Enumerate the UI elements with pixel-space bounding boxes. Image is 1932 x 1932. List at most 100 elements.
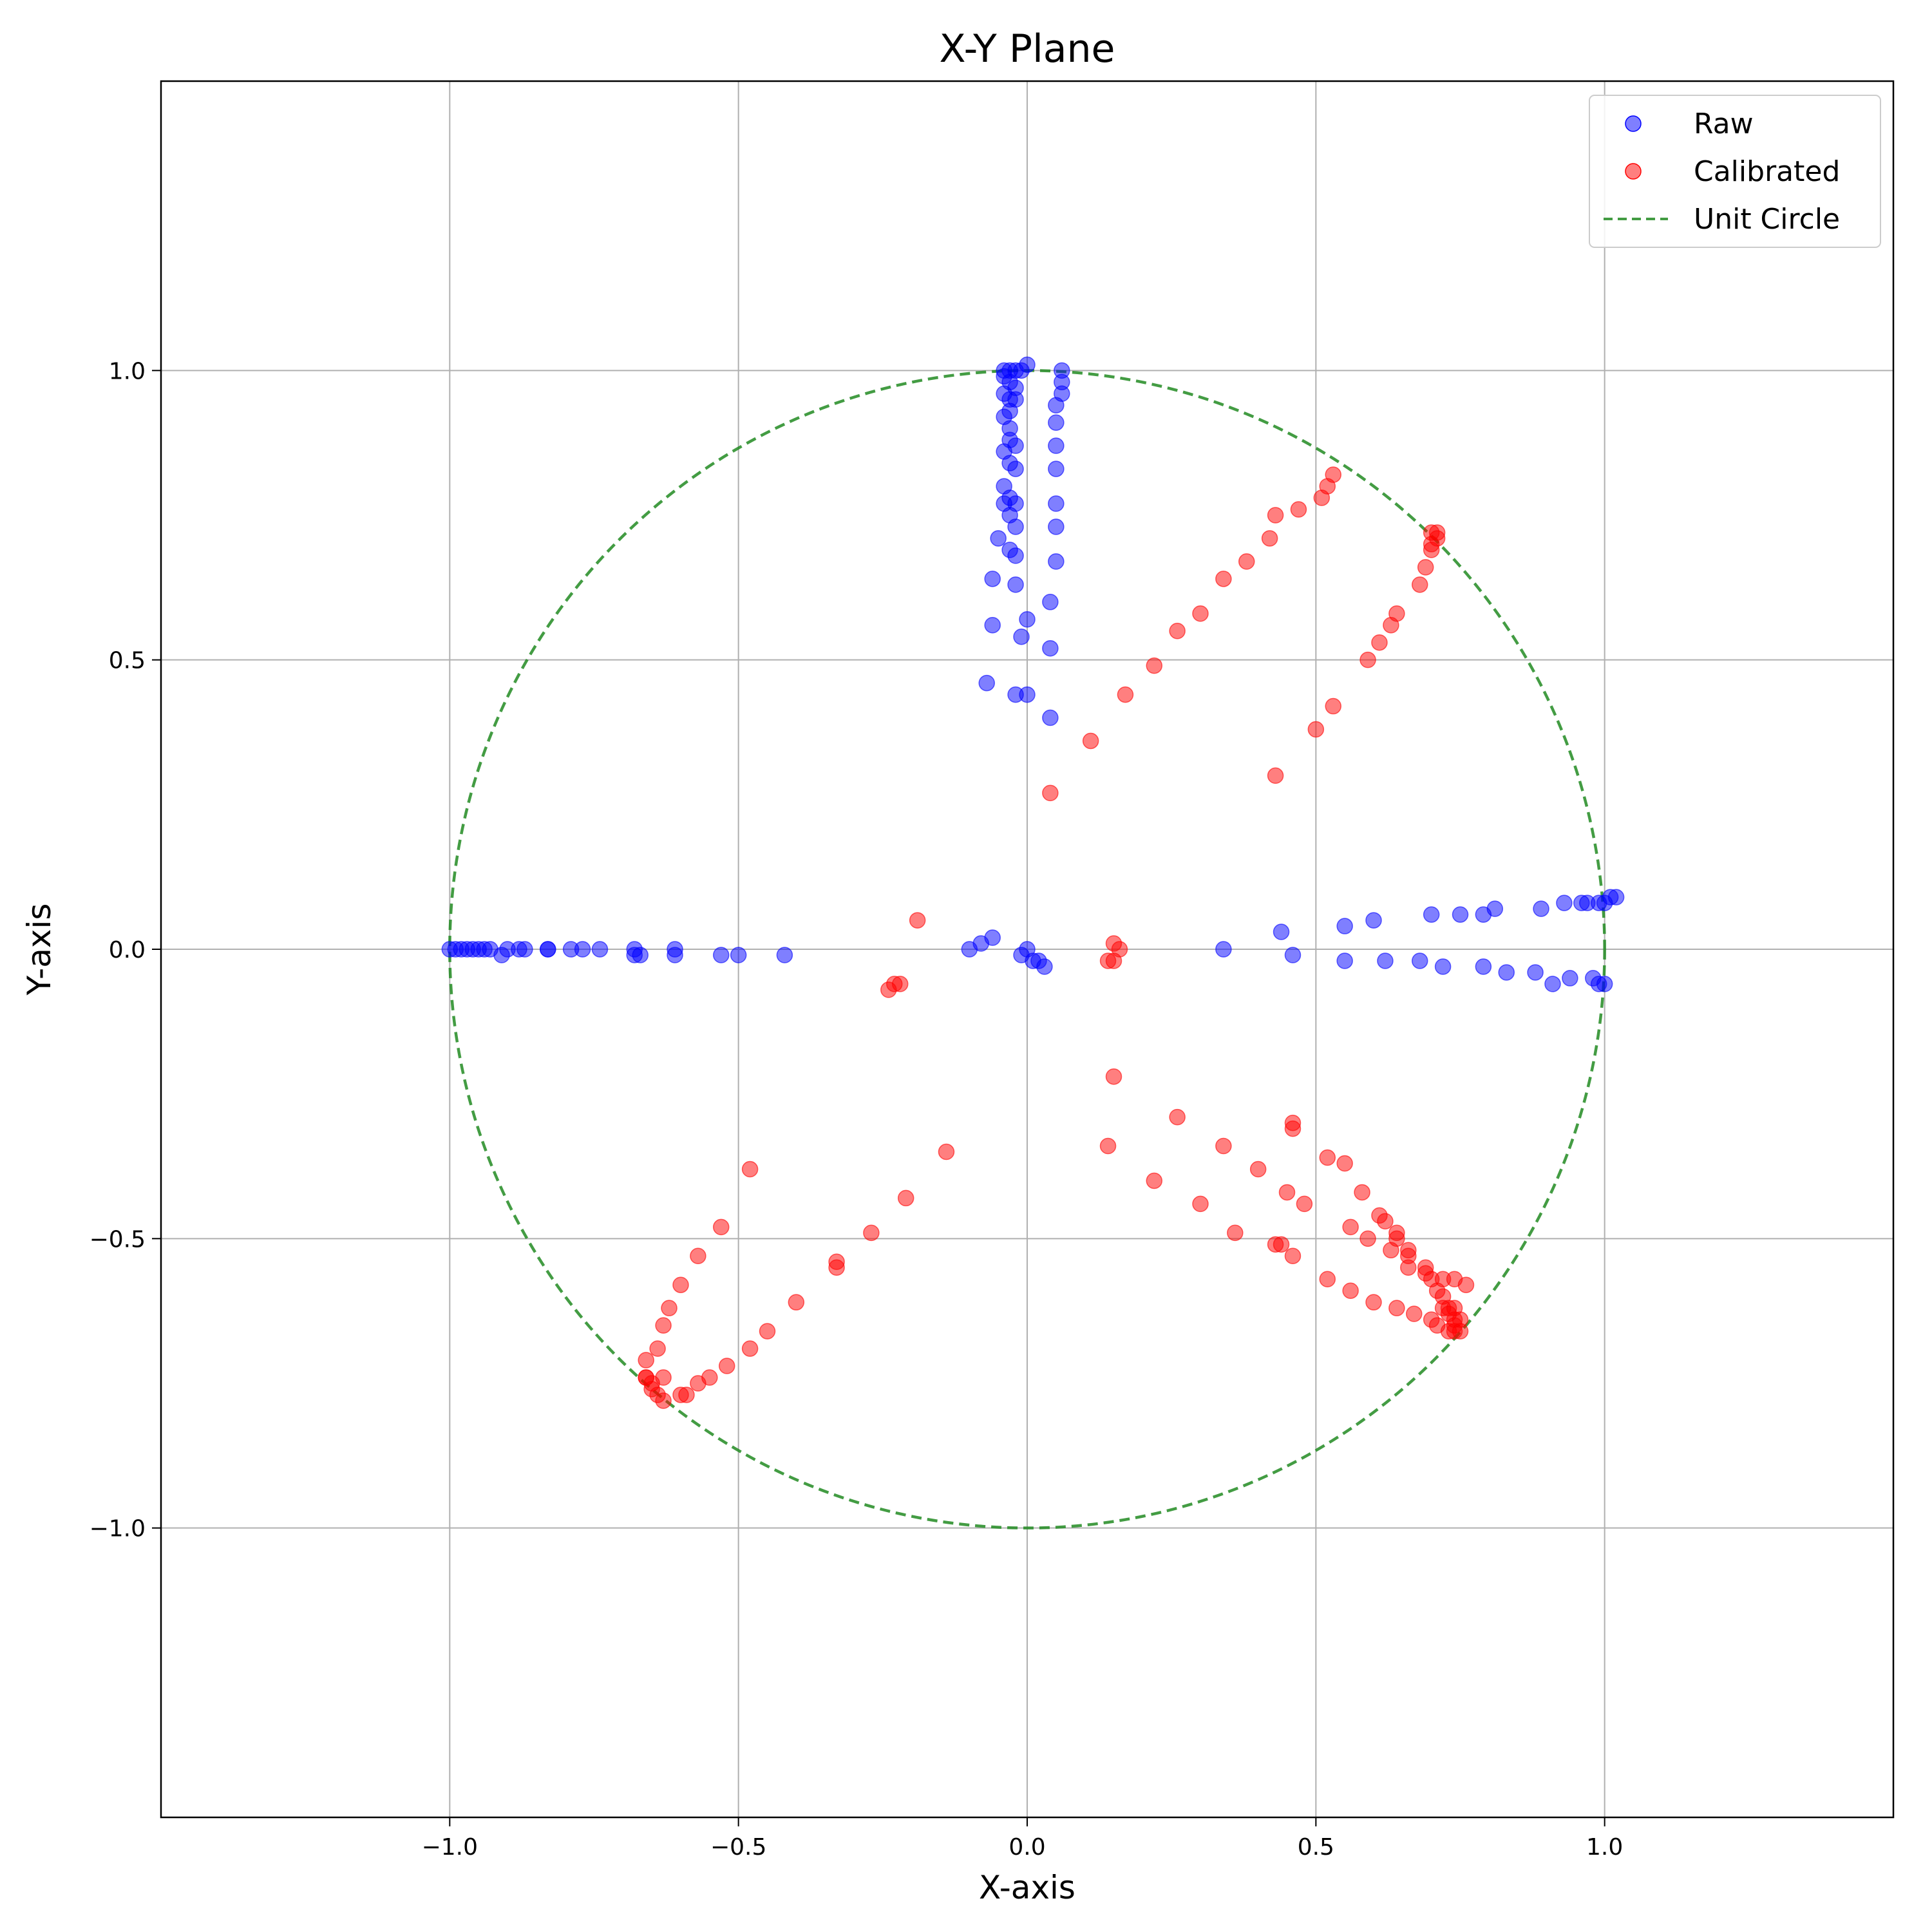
raw-point xyxy=(1007,518,1024,535)
raw-point xyxy=(776,947,793,963)
legend-raw-label: Raw xyxy=(1694,108,1754,140)
calibrated-point xyxy=(1238,553,1255,570)
calibrated-point xyxy=(713,1218,730,1236)
calibrated-point xyxy=(1377,1213,1394,1230)
calibrated-point xyxy=(1273,1236,1290,1253)
calibrated-point xyxy=(1215,1137,1232,1155)
calibrated-point xyxy=(655,1369,672,1386)
calibrated-point xyxy=(1105,1068,1122,1085)
calibrated-point xyxy=(1146,657,1163,674)
calibrated-point xyxy=(672,1387,689,1403)
raw-point xyxy=(1019,611,1036,628)
calibrated-point xyxy=(1249,1160,1267,1178)
calibrated-point xyxy=(1406,1305,1423,1322)
calibrated-point xyxy=(1342,1282,1359,1299)
x-tick-label: −1.0 xyxy=(422,1834,478,1861)
calibrated-point xyxy=(1359,1230,1376,1247)
calibrated-point xyxy=(655,1317,672,1334)
calibrated-point xyxy=(690,1375,706,1392)
y-tick-label: −1.0 xyxy=(90,1516,146,1542)
raw-point xyxy=(1475,958,1492,975)
raw-point xyxy=(1042,639,1059,657)
calibrated-point xyxy=(1111,941,1128,958)
calibrated-point xyxy=(788,1294,805,1311)
raw-point xyxy=(1042,594,1059,611)
raw-point xyxy=(1048,553,1065,570)
raw-point xyxy=(984,571,1001,587)
raw-point xyxy=(1607,889,1625,905)
calibrated-point xyxy=(1307,721,1325,738)
calibrated-point xyxy=(1290,501,1307,518)
legend-raw-marker xyxy=(1625,115,1642,132)
calibrated-point xyxy=(1169,1108,1186,1126)
calibrated-point xyxy=(1388,605,1405,622)
calibrated-point xyxy=(1457,1276,1475,1293)
raw-point xyxy=(1365,912,1382,929)
calibrated-point xyxy=(1319,1271,1336,1287)
calibrated-point xyxy=(1099,1137,1117,1155)
y-axis-label: Y-axis xyxy=(21,904,58,996)
raw-point xyxy=(1048,414,1065,431)
calibrated-point xyxy=(1284,1114,1302,1132)
raw-point xyxy=(516,941,533,958)
calibrated-point xyxy=(1146,1172,1163,1189)
calibrated-point xyxy=(1371,634,1388,651)
calibrated-point xyxy=(1428,524,1446,541)
y-tick-label: −0.5 xyxy=(90,1226,146,1253)
raw-point xyxy=(1498,964,1515,981)
calibrated-point xyxy=(863,1224,880,1242)
raw-point xyxy=(1452,906,1469,923)
raw-point xyxy=(1434,958,1452,975)
y-tick-label: 1.0 xyxy=(109,358,146,384)
calibrated-point xyxy=(1342,1218,1359,1236)
calibrated-point xyxy=(880,981,897,998)
calibrated-point xyxy=(759,1323,776,1340)
raw-point xyxy=(1048,518,1065,535)
calibrated-point xyxy=(1325,466,1341,483)
raw-point xyxy=(730,947,747,963)
raw-points-layer xyxy=(441,356,1625,992)
calibrated-point xyxy=(897,1189,914,1207)
raw-point xyxy=(1048,437,1065,454)
raw-point xyxy=(1007,460,1024,477)
calibrated-point xyxy=(1261,530,1278,547)
calibrated-point xyxy=(661,1300,677,1316)
raw-point xyxy=(1486,900,1504,917)
x-axis-label: X-axis xyxy=(979,1869,1075,1906)
raw-point xyxy=(1533,900,1549,917)
legend-calibrated-marker xyxy=(1625,163,1642,180)
raw-point xyxy=(1215,941,1232,958)
raw-point xyxy=(1048,397,1065,414)
calibrated-point xyxy=(1227,1224,1244,1242)
calibrated-point xyxy=(1267,767,1284,784)
raw-point xyxy=(667,947,683,963)
raw-point xyxy=(574,941,591,958)
calibrated-point xyxy=(1082,732,1099,750)
raw-point xyxy=(1336,918,1353,934)
raw-point xyxy=(1036,958,1053,975)
raw-point xyxy=(1273,923,1290,940)
calibrated-point xyxy=(649,1340,666,1357)
calibrated-point xyxy=(1354,1184,1370,1201)
x-tick-label: 1.0 xyxy=(1586,1834,1623,1861)
calibrated-point xyxy=(1411,576,1428,593)
legend: Raw Calibrated Unit Circle xyxy=(1589,95,1881,248)
calibrated-point xyxy=(1267,507,1284,524)
calibrated-point xyxy=(1325,697,1341,715)
raw-point xyxy=(1007,547,1024,564)
raw-point xyxy=(1007,576,1024,593)
calibrated-point xyxy=(1215,571,1232,587)
raw-point xyxy=(1019,356,1036,374)
calibrated-point xyxy=(1359,651,1376,668)
calibrated-point xyxy=(1042,784,1059,802)
raw-point xyxy=(984,616,1001,634)
calibrated-point xyxy=(1319,1149,1336,1166)
calibrated-point xyxy=(938,1143,955,1160)
calibrated-point xyxy=(1284,1247,1302,1265)
raw-point xyxy=(1527,964,1544,981)
calibrated-point xyxy=(638,1369,654,1386)
raw-point xyxy=(978,674,995,692)
plot-area xyxy=(441,356,1625,1530)
